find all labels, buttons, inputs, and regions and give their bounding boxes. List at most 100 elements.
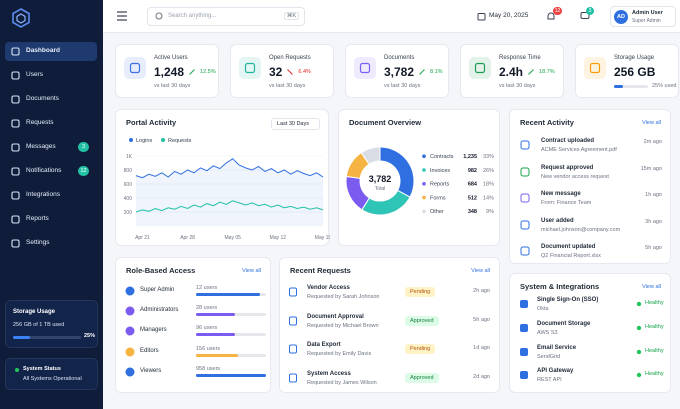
graphic: [636, 325, 642, 330]
stat-value: 32: [269, 65, 283, 79]
status-text: All Systems Operational: [23, 376, 82, 382]
integration-icon: [520, 300, 528, 308]
graphic: [636, 301, 642, 307]
nav-item[interactable]: Reports: [5, 210, 97, 229]
card-title: Portal Activity: [126, 118, 177, 127]
graphic: [244, 62, 256, 74]
trend-arrow: [287, 69, 294, 75]
nav-icon: [11, 47, 20, 56]
nav-item[interactable]: Documents: [5, 90, 97, 109]
activity-time: 2m ago: [643, 139, 662, 145]
x-tick-label: May 12: [270, 235, 287, 241]
graphic: [15, 368, 19, 372]
stat-note: vs last 30 days: [269, 83, 306, 89]
value-label: 348: [468, 209, 477, 215]
integrations-card: System & Integrations View all Single Sign…: [509, 273, 671, 393]
card-title: Document Overview: [349, 118, 422, 127]
stat-note: vs last 30 days: [384, 83, 421, 89]
range-select[interactable]: Last 30 Days: [270, 118, 320, 130]
status-pill: Pending: [405, 344, 436, 354]
nav-item[interactable]: Notifications 12: [5, 162, 97, 181]
graphic: [11, 239, 20, 248]
stat-change: 18.7%: [539, 69, 555, 75]
role-bar: [196, 293, 261, 296]
nav-icon: [11, 191, 20, 200]
graphic: [520, 220, 530, 229]
card-title: Role-Based Access: [126, 266, 196, 275]
user-menu[interactable]: AD Admin User Super Admin: [610, 6, 676, 27]
nav-item[interactable]: Messages 3: [5, 138, 97, 157]
view-all-link[interactable]: View all: [642, 120, 661, 126]
card-title: Recent Requests: [290, 266, 351, 275]
graphic: [520, 193, 530, 203]
graphic: [520, 246, 530, 256]
nav-item[interactable]: Integrations: [5, 186, 97, 205]
logo-inner: [16, 13, 26, 24]
x-tick-label: May 05: [225, 235, 242, 241]
arrow: [189, 69, 195, 75]
nav-icon: [11, 71, 20, 80]
role-icon: [125, 347, 135, 357]
trend-arrow: [189, 69, 195, 75]
graphic: [11, 119, 20, 128]
area: [136, 158, 323, 226]
activity-time: 3h ago: [645, 218, 662, 225]
user-name: Admin User: [632, 10, 663, 16]
integration-name: Single Sign-On (SSO): [537, 297, 599, 303]
request-icon: [289, 287, 297, 297]
activity-time: 5h ago: [645, 245, 662, 251]
avatar: AD: [614, 10, 628, 24]
stat-value: 1,248: [154, 65, 185, 79]
search-placeholder: Search anything...: [168, 13, 217, 19]
stat-note: 25% used: [652, 83, 677, 89]
date: May 20, 2025: [489, 12, 529, 19]
user-role: Super Admin: [632, 18, 661, 24]
nav-item[interactable]: Settings: [5, 234, 97, 253]
view-all-link[interactable]: View all: [642, 284, 661, 290]
activity-icon: [520, 167, 530, 176]
x-tick-label: Apr 28: [180, 235, 195, 241]
request-title: Vendor Access: [307, 285, 350, 291]
card-title: System & Integrations: [520, 282, 600, 291]
health-dot: [636, 325, 642, 330]
role-track: [196, 353, 266, 357]
integration-detail: REST API: [537, 377, 562, 384]
legend-swatch: [422, 168, 426, 172]
nav-label: Integrations: [26, 191, 60, 198]
nav-icon: [11, 215, 20, 224]
view-all-link[interactable]: View all: [471, 268, 490, 274]
y-tick-label: 600: [124, 182, 133, 188]
nav-item[interactable]: Dashboard: [5, 42, 97, 61]
request-by: Requested by Michael Brown: [307, 322, 379, 329]
role-icon: [125, 367, 135, 377]
request-time: 5h ago: [473, 316, 490, 323]
stat-label: Response Time: [499, 55, 541, 61]
graphic: [11, 167, 20, 176]
share-label: 26%: [483, 168, 494, 174]
search-box[interactable]: Search anything... ⌘K: [147, 7, 305, 26]
icon: [129, 62, 141, 74]
role-icon: [125, 306, 135, 316]
role-users: 28 users: [196, 305, 218, 312]
role-users: 958 users: [196, 365, 221, 372]
y-tick-label: 1K: [126, 154, 133, 160]
activity-detail: michael.johnson@company.com: [541, 226, 621, 233]
nav-label: Messages: [26, 143, 56, 150]
view-all-link[interactable]: View all: [242, 268, 261, 274]
arrow: [287, 69, 294, 75]
storage-track: [614, 85, 648, 88]
graphic: [289, 373, 297, 382]
graphic: [359, 62, 371, 74]
share-label: 33%: [483, 154, 494, 160]
graphic: Logins Requests 200 400 600 800 1K Apr 21 Apr 28…: [124, 138, 330, 241]
share-label: 9%: [486, 209, 494, 215]
line: [135, 158, 324, 179]
nav-item[interactable]: Users: [5, 66, 97, 85]
status-pill: Approved: [405, 315, 439, 326]
stat-change: 8.1%: [430, 69, 443, 75]
nav-item[interactable]: Requests: [5, 114, 97, 133]
card-title: Recent Activity: [520, 118, 574, 127]
value-label: 982: [468, 168, 477, 174]
trend-arrow: [528, 69, 534, 75]
